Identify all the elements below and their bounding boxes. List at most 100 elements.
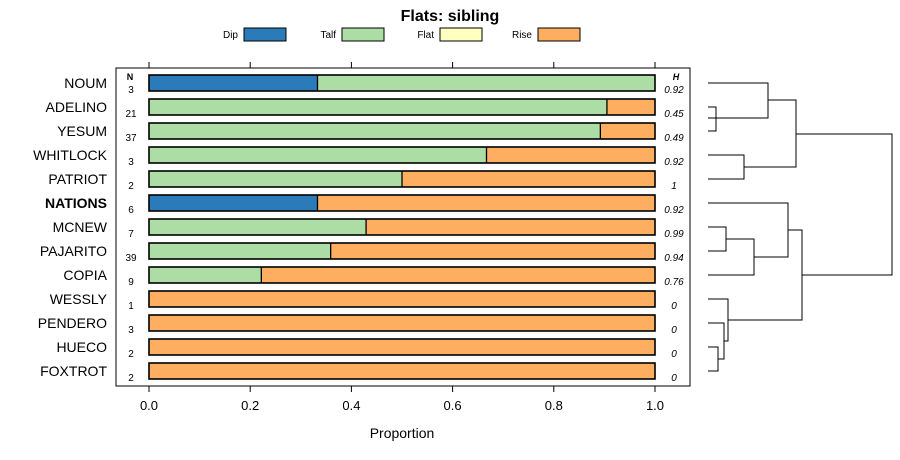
- dendro-branch: [744, 99, 797, 168]
- x-tick-label: 0.4: [342, 398, 360, 413]
- dendro-branch: [796, 133, 893, 276]
- dendro-branch: [708, 346, 719, 372]
- category-label: NATIONS: [45, 195, 107, 211]
- bar-segment: [606, 99, 655, 115]
- n-value: 6: [128, 205, 134, 216]
- bar-outline: [148, 290, 656, 308]
- n-value: 2: [128, 349, 134, 360]
- h-value: 0.94: [664, 253, 684, 264]
- legend-label: Rise: [512, 30, 532, 41]
- bar-segment: [317, 75, 655, 91]
- h-value: 0: [671, 325, 677, 336]
- h-value: 0.76: [664, 277, 684, 288]
- dendro-branch: [708, 202, 789, 258]
- category-label: WHITLOCK: [33, 147, 108, 163]
- dendro-branch: [708, 322, 725, 360]
- bar-outline: [148, 146, 656, 164]
- legend-label: Talf: [320, 30, 336, 41]
- n-value: 39: [125, 253, 137, 264]
- n-value: 3: [128, 85, 134, 96]
- h-value: 0.45: [664, 109, 684, 120]
- bar-segment: [261, 267, 655, 283]
- category-label: ADELINO: [46, 99, 108, 115]
- x-axis: 0.0 0.2 0.4 0.6 0.8 1.0: [140, 62, 664, 413]
- n-value: 2: [128, 373, 134, 384]
- h-value: 0.99: [664, 229, 684, 240]
- dendro-branch: [708, 82, 769, 119]
- n-value: 7: [128, 229, 134, 240]
- dendro-branch: [708, 154, 745, 180]
- bar-segment: [149, 123, 601, 139]
- category-label: FOXTROT: [40, 363, 107, 379]
- category-label: PAJARITO: [40, 243, 107, 259]
- h-value: 0.92: [664, 85, 684, 96]
- bar-segment: [149, 219, 367, 235]
- bar-segment: [402, 171, 655, 187]
- chart-title: Flats: sibling: [401, 8, 500, 25]
- bar-outline: [148, 338, 656, 356]
- bars: [148, 74, 656, 380]
- n-value: 3: [128, 157, 134, 168]
- h-value: 0.49: [664, 133, 684, 144]
- n-value: 9: [128, 277, 134, 288]
- bar-segment: [149, 291, 655, 307]
- dendro-branch: [708, 226, 727, 252]
- legend-label: Flat: [417, 30, 434, 41]
- bar-outline: [148, 194, 656, 212]
- h-value: 0.92: [664, 157, 684, 168]
- bar-outline: [148, 314, 656, 332]
- bar-outline: [148, 98, 656, 116]
- x-tick-label: 0.8: [545, 398, 563, 413]
- category-label: PENDERO: [38, 315, 107, 331]
- legend-swatch: [341, 27, 385, 42]
- x-axis-label: Proportion: [370, 425, 435, 441]
- x-tick-label: 0.2: [241, 398, 259, 413]
- category-label: MCNEW: [53, 219, 108, 235]
- bar-segment: [366, 219, 655, 235]
- category-label: WESSLY: [50, 291, 108, 307]
- bar-outline: [148, 74, 656, 92]
- dendro-branch: [708, 238, 755, 276]
- bar-segment: [149, 363, 655, 379]
- category-label: HUECO: [56, 339, 107, 355]
- h-value: 0: [671, 373, 677, 384]
- plot-frame: [115, 67, 691, 387]
- bar-segment: [486, 147, 655, 163]
- n-value: 1: [128, 301, 134, 312]
- x-tick-label: 1.0: [646, 398, 664, 413]
- category-label: NOUM: [64, 75, 107, 91]
- bar-segment: [149, 147, 487, 163]
- bar-outline: [148, 362, 656, 380]
- category-label: YESUM: [57, 123, 107, 139]
- bar-segment: [149, 195, 318, 211]
- dendro-branch: [708, 106, 717, 132]
- dendrogram: [708, 82, 893, 372]
- h-value: 0.92: [664, 205, 684, 216]
- bar-segment: [149, 171, 402, 187]
- category-label: COPIA: [63, 267, 107, 283]
- h-header: H: [673, 72, 680, 82]
- bar-segment: [149, 243, 331, 259]
- legend: Dip Talf Flat Rise: [223, 27, 581, 42]
- bar-outline: [148, 218, 656, 236]
- category-label: PATRIOT: [48, 171, 107, 187]
- h-value: 0: [671, 349, 677, 360]
- n-header: N: [127, 72, 134, 82]
- dendro-branch: [708, 298, 729, 342]
- bar-segment: [149, 339, 655, 355]
- bar-segment: [149, 99, 607, 115]
- bar-segment: [600, 123, 655, 139]
- n-value: 3: [128, 325, 134, 336]
- bar-segment: [149, 267, 262, 283]
- bar-segment: [149, 315, 655, 331]
- n-value: 37: [125, 133, 137, 144]
- legend-label: Dip: [223, 30, 238, 41]
- bar-outline: [148, 122, 656, 140]
- bar-outline: [148, 170, 656, 188]
- n-value: 2: [128, 181, 134, 192]
- bar-segment: [317, 195, 655, 211]
- n-value: 21: [125, 109, 137, 120]
- bar-segment: [330, 243, 655, 259]
